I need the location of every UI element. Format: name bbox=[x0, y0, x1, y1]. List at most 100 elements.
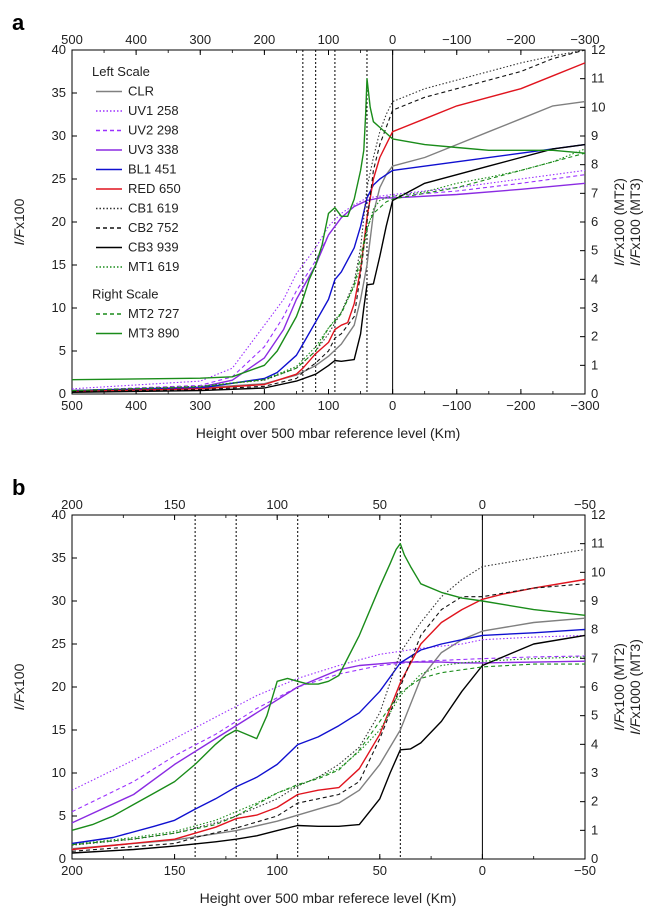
y-tick-label-right: 8 bbox=[591, 622, 598, 637]
x-tick-label-top: 500 bbox=[61, 32, 83, 47]
x-tick-label-top: −200 bbox=[506, 32, 535, 47]
y-tick-label-right: 3 bbox=[591, 765, 598, 780]
panel-b-letter: b bbox=[12, 475, 25, 500]
x-tick-label-bottom: 500 bbox=[61, 398, 83, 413]
legend-entry-label: UV1 258 bbox=[128, 103, 179, 118]
panel-a-x-axis-label: Height over 500 mbar reference level (Km… bbox=[196, 425, 461, 441]
y-tick-label-left: 0 bbox=[59, 386, 66, 401]
y-tick-label-left: 25 bbox=[52, 636, 66, 651]
panel-a-reference-lines bbox=[302, 50, 394, 394]
x-tick-label-bottom: 200 bbox=[254, 398, 276, 413]
y-tick-label-left: 35 bbox=[52, 550, 66, 565]
series-line-uv1-258 bbox=[71, 634, 586, 791]
y-tick-label-right: 1 bbox=[591, 357, 598, 372]
x-tick-label-top: 0 bbox=[389, 32, 396, 47]
legend-title-left-scale: Left Scale bbox=[92, 64, 150, 79]
legend-entry-label: CB1 619 bbox=[128, 201, 179, 216]
x-tick-label-top: 400 bbox=[125, 32, 147, 47]
series-line-cb3-939 bbox=[71, 143, 586, 393]
legend-entry-label: UV3 338 bbox=[128, 142, 179, 157]
y-tick-label-right: 7 bbox=[591, 185, 598, 200]
y-tick-label-right: 6 bbox=[591, 679, 598, 694]
x-tick-label-bottom: −100 bbox=[442, 398, 471, 413]
legend-entry-label: CB2 752 bbox=[128, 220, 179, 235]
series-line-uv1-258 bbox=[71, 169, 586, 390]
legend-entry-label: MT3 890 bbox=[128, 326, 179, 341]
panel-b-plot-frame bbox=[71, 514, 586, 860]
x-tick-label-bottom: 50 bbox=[373, 863, 387, 878]
y-tick-label-right: 6 bbox=[591, 214, 598, 229]
y-tick-label-right: 0 bbox=[591, 386, 598, 401]
x-tick-label-bottom: −300 bbox=[570, 398, 599, 413]
series-line-bl1-451 bbox=[71, 143, 586, 392]
series-line-clr bbox=[71, 617, 586, 850]
panel-b-ticks: 200200150150100100505000−50−500510152025… bbox=[52, 497, 606, 878]
x-tick-label-top: −300 bbox=[570, 32, 599, 47]
x-tick-label-top: 100 bbox=[266, 497, 288, 512]
legend-entry-label: RED 650 bbox=[128, 181, 181, 196]
y-tick-label-left: 40 bbox=[52, 507, 66, 522]
series-line-uv3-338 bbox=[71, 182, 586, 392]
series-line-mt2-727 bbox=[71, 663, 585, 846]
panel-b-y-axis-label-left: I/Fx100 bbox=[11, 663, 27, 710]
x-tick-label-bottom: 300 bbox=[189, 398, 211, 413]
series-line-red-650 bbox=[71, 578, 586, 851]
y-tick-label-right: 9 bbox=[591, 593, 598, 608]
y-tick-label-right: 5 bbox=[591, 708, 598, 723]
y-tick-label-left: 15 bbox=[52, 257, 66, 272]
y-tick-label-left: 20 bbox=[52, 214, 66, 229]
y-tick-label-right: 12 bbox=[591, 507, 605, 522]
panel-a-series bbox=[71, 49, 586, 393]
x-tick-label-bottom: 200 bbox=[61, 863, 83, 878]
y-tick-label-right: 8 bbox=[591, 157, 598, 172]
x-tick-label-top: 150 bbox=[164, 497, 186, 512]
x-tick-label-bottom: 400 bbox=[125, 398, 147, 413]
panel-a-legend: Left Scale CLR UV1 258 UV2 298 UV3 338 BL1 45… bbox=[82, 58, 192, 372]
series-line-cb3-939 bbox=[71, 634, 586, 854]
x-tick-label-top: −50 bbox=[574, 497, 596, 512]
series-line-clr bbox=[71, 100, 586, 392]
panel-a-y-axis-label-right-mt2: I/Fx100 (MT2) bbox=[611, 178, 627, 266]
y-tick-label-left: 35 bbox=[52, 85, 66, 100]
x-tick-label-top: 300 bbox=[189, 32, 211, 47]
x-tick-label-top: 50 bbox=[373, 497, 387, 512]
y-tick-label-left: 40 bbox=[52, 42, 66, 57]
x-tick-label-bottom: −200 bbox=[506, 398, 535, 413]
x-tick-label-bottom: 100 bbox=[318, 398, 340, 413]
series-line-cb2-752 bbox=[71, 583, 586, 852]
panel-b: b 200200150150100100505000−50−5005101520… bbox=[11, 475, 643, 906]
y-tick-label-right: 11 bbox=[591, 71, 605, 86]
x-tick-label-top: 0 bbox=[479, 497, 486, 512]
y-tick-label-right: 10 bbox=[591, 99, 605, 114]
series-line-cb2-752 bbox=[71, 49, 586, 392]
y-tick-label-right: 4 bbox=[591, 271, 598, 286]
panel-b-y-axis-label-right-mt3: I/Fx1000 (MT3) bbox=[627, 639, 643, 735]
y-tick-label-left: 10 bbox=[52, 765, 66, 780]
y-tick-label-left: 10 bbox=[52, 300, 66, 315]
y-tick-label-left: 0 bbox=[59, 851, 66, 866]
panel-b-x-axis-label: Height over 500 mbar referece level (Km) bbox=[200, 890, 457, 906]
legend-entry-label: CB3 939 bbox=[128, 240, 179, 255]
series-line-mt1-619 bbox=[71, 656, 586, 845]
x-tick-label-bottom: 0 bbox=[389, 398, 396, 413]
series-line-mt3-890 bbox=[71, 543, 586, 831]
panel-b-y-axis-label-right-mt2: I/Fx100 (MT2) bbox=[611, 643, 627, 731]
panel-b-reference-lines bbox=[194, 515, 483, 859]
y-tick-label-left: 25 bbox=[52, 171, 66, 186]
y-tick-label-left: 30 bbox=[52, 128, 66, 143]
series-line-mt3-890 bbox=[71, 77, 586, 381]
series-line-bl1-451 bbox=[71, 628, 586, 845]
series-line-mt1-619 bbox=[71, 148, 586, 392]
y-tick-label-right: 7 bbox=[591, 650, 598, 665]
y-tick-label-left: 5 bbox=[59, 808, 66, 823]
y-tick-label-right: 3 bbox=[591, 300, 598, 315]
panel-a: a 50050040040030030020020010010000−100−1… bbox=[11, 10, 643, 441]
legend-entry-label: MT1 619 bbox=[128, 259, 179, 274]
x-tick-label-top: 200 bbox=[254, 32, 276, 47]
series-line-uv3-338 bbox=[71, 660, 586, 824]
panel-a-y-axis-label-left: I/Fx100 bbox=[11, 198, 27, 245]
panel-a-letter: a bbox=[12, 10, 25, 35]
x-tick-label-bottom: −50 bbox=[574, 863, 596, 878]
y-tick-label-right: 4 bbox=[591, 736, 598, 751]
